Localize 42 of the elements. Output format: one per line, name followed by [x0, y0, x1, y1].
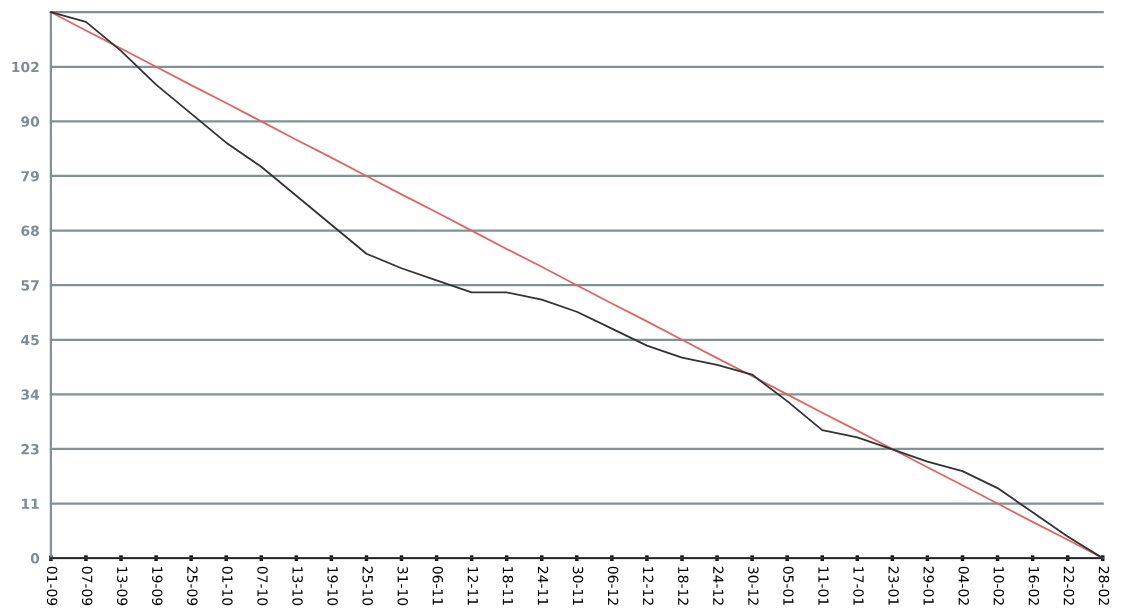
x-tick-label: 23-01 [888, 566, 899, 605]
y-tick-label: 45 [21, 334, 39, 346]
x-tick-label: 31-10 [397, 566, 408, 606]
x-tick-label: 13-09 [116, 567, 128, 606]
x-tick-label: 01-09 [46, 566, 58, 606]
x-tick-label: 24-12 [713, 566, 724, 605]
x-tick-label: 28-02 [1098, 566, 1110, 605]
x-tick-label: 19-09 [152, 567, 163, 606]
x-tick-label: 10-02 [993, 567, 1005, 605]
x-tick-label: 05-01 [783, 566, 794, 605]
x-tick-label: 13-10 [292, 567, 303, 606]
x-tick-label: 12-12 [643, 567, 654, 605]
x-tick-label: 18-11 [502, 567, 514, 605]
x-tick-label: 06-11 [432, 566, 444, 605]
x-tick-label: 19-10 [327, 567, 338, 606]
x-tick-label: 06-12 [607, 566, 619, 605]
x-tick-label: 17-01 [853, 567, 864, 605]
x-tick-label: 22-02 [1063, 566, 1075, 605]
y-tick-label: 34 [21, 389, 40, 400]
x-tick-label: 18-12 [677, 567, 689, 605]
y-tick-label: 90 [21, 116, 40, 127]
y-tick-label: 102 [12, 61, 39, 73]
x-tick-label: 01-10 [222, 566, 233, 606]
x-tick-label: 29-01 [923, 566, 934, 605]
y-tick-label: 0 [30, 553, 40, 564]
y-tick-label: 79 [21, 170, 39, 182]
x-tick-label: 04-02 [958, 566, 969, 605]
y-tick-label: 68 [21, 225, 39, 237]
x-tick-label: 25-09 [187, 566, 198, 606]
x-tick-label: 16-02 [1028, 567, 1040, 605]
x-tick-label: 12-11 [467, 567, 479, 605]
x-tick-label: 07-09 [81, 566, 93, 606]
y-tick-label: 11 [22, 498, 39, 509]
x-tick-label: 07-10 [257, 566, 268, 606]
y-tick-label: 23 [21, 443, 39, 455]
y-tick-label: 57 [21, 280, 39, 291]
x-tick-label: 30-12 [748, 566, 759, 605]
line-series [49, 11, 1104, 560]
x-tick-label: 25-10 [362, 566, 373, 606]
x-tick-label: 11-01 [818, 567, 829, 605]
x-tick-label: 30-11 [572, 566, 584, 605]
x-tick-label: 24-11 [537, 566, 549, 605]
